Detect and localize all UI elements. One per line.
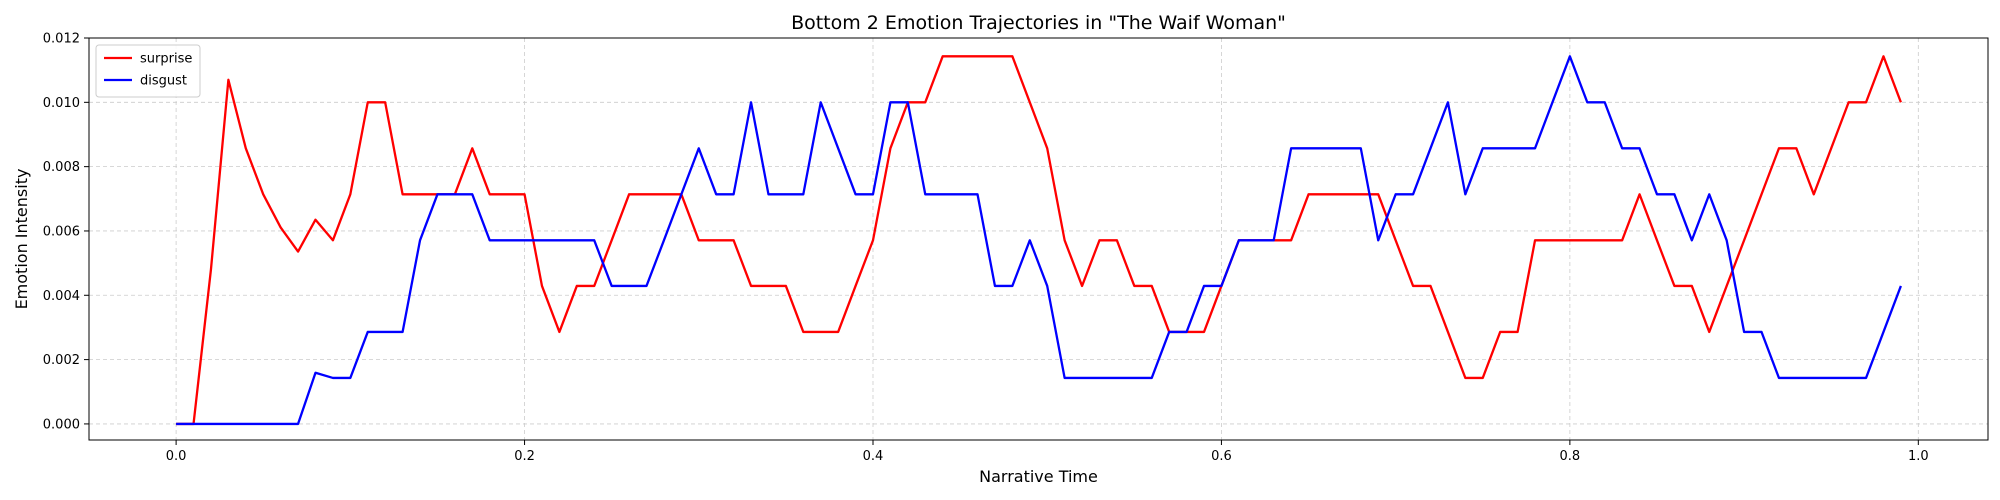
- x-tick-label: 0.4: [863, 449, 884, 464]
- series-line-surprise: [176, 55, 1902, 426]
- y-tick-label: 0.010: [43, 96, 80, 111]
- x-tick-label: 1.0: [1908, 449, 1929, 464]
- y-tick-label: 0.000: [43, 417, 80, 432]
- x-tick-label: 0.2: [514, 449, 535, 464]
- y-tick-label: 0.002: [43, 353, 80, 368]
- legend: surprise disgust: [95, 44, 201, 98]
- x-tick-label: 0.6: [1211, 449, 1232, 464]
- legend-label-disgust: disgust: [140, 74, 187, 89]
- y-tick-label: 0.006: [43, 224, 80, 239]
- plot-area-frame: [88, 37, 1989, 441]
- y-axis-ticks: 0.000 0.002 0.004 0.006 0.008 0.010 0.012: [43, 32, 89, 432]
- legend-label-surprise: surprise: [140, 52, 192, 67]
- chart-title: Bottom 2 Emotion Trajectories in "The Wa…: [791, 12, 1286, 34]
- x-axis-ticks: 0.0 0.2 0.4 0.6 0.8 1.0: [166, 440, 1929, 464]
- y-tick-label: 0.012: [43, 32, 80, 47]
- x-tick-label: 0.0: [166, 449, 187, 464]
- y-axis-label: Emotion Intensity: [12, 169, 31, 310]
- y-tick-label: 0.004: [43, 289, 80, 304]
- series-line-disgust: [176, 55, 1902, 426]
- y-tick-label: 0.008: [43, 160, 80, 175]
- x-axis-label: Narrative Time: [979, 467, 1098, 486]
- series-lines: [176, 55, 1902, 426]
- x-tick-label: 0.8: [1560, 449, 1581, 464]
